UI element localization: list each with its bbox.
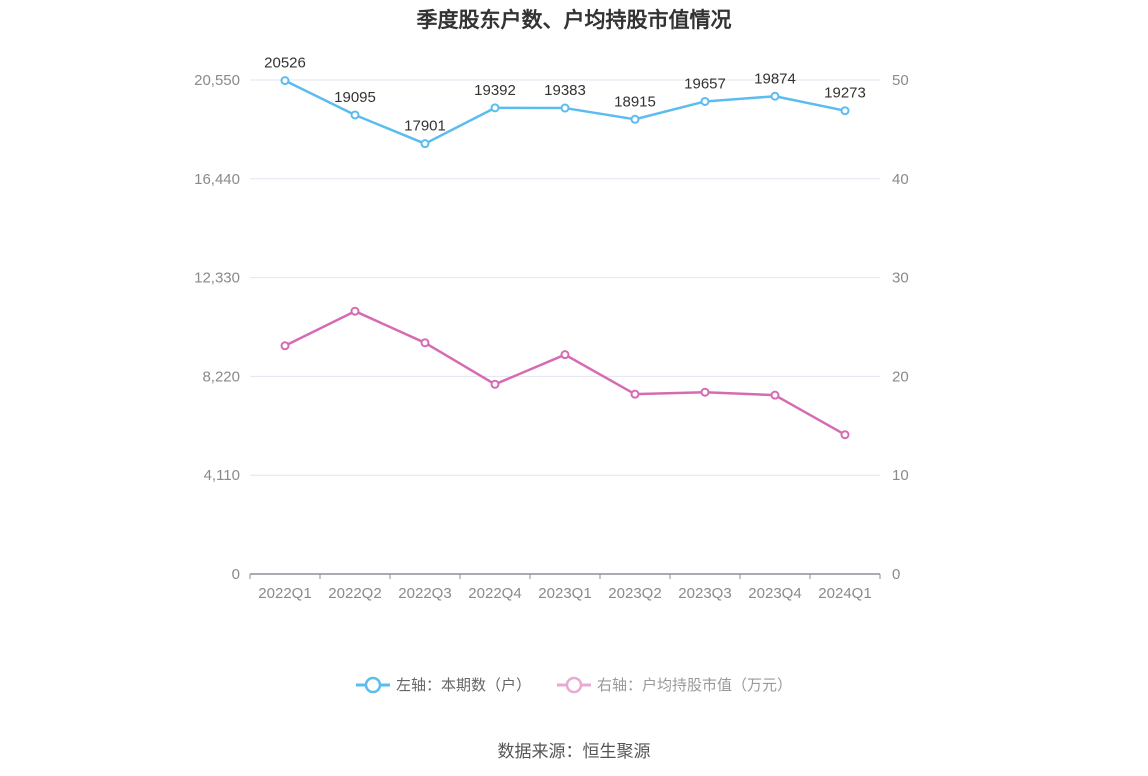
x-axis-tick-label: 2022Q2 [328,585,381,602]
x-axis-tick-label: 2022Q4 [468,585,521,602]
left-axis-tick-label: 20,550 [194,72,240,89]
right-axis-tick-label: 20 [892,368,909,385]
left-axis-tick-label: 0 [232,566,240,583]
data-point-households [490,103,500,113]
data-label: 18915 [614,93,656,110]
right-axis-tick-label: 40 [892,171,909,188]
legend-label-avg-holding: 右轴：户均持股市值（万元） [597,677,793,694]
x-axis-tick-label: 2024Q1 [818,585,871,602]
series-line-avg-holding [284,309,846,436]
data-label: 19392 [474,82,516,99]
data-label: 19657 [684,75,726,92]
x-axis-tick-label: 2023Q3 [678,585,731,602]
right-axis-tick-label: 0 [892,566,900,583]
data-point-households [630,114,640,124]
data-label: 17901 [404,118,446,135]
data-label: 19874 [754,70,796,87]
data-point-households [420,139,430,149]
data-label: 19273 [824,85,866,102]
data-point-avg-holding [630,389,640,399]
left-axis-tick-label: 4,110 [204,467,240,484]
data-point-avg-holding [490,379,500,389]
x-axis-tick-label: 2023Q2 [608,585,661,602]
x-axis-tick-label: 2022Q1 [258,585,311,602]
legend-line-circle-icon [557,676,591,693]
data-point-avg-holding [840,430,850,440]
data-point-households [700,96,710,106]
right-axis-tick-label: 50 [892,72,909,89]
legend-label-households: 左轴：本期数（户） [395,677,531,694]
x-axis-tick-label: 2023Q4 [748,585,801,602]
chart-title: 季度股东户数、户均持股市值情况 [416,9,732,32]
right-axis-tick-label: 10 [892,467,909,484]
legend-line-circle-icon [355,676,390,693]
data-point-avg-holding [770,390,780,400]
legend-item-avg-holding[interactable]: 右轴：户均持股市值（万元） [557,674,792,695]
legend: 左轴：本期数（户） 右轴：户均持股市值（万元） [0,674,1148,695]
right-axis-tick-label: 30 [892,270,909,287]
data-point-avg-holding [700,387,710,397]
data-source: 数据来源：恒生聚源 [497,742,651,761]
data-point-households [840,106,850,116]
data-point-households [350,110,360,120]
data-label: 19383 [544,82,586,99]
data-point-households [280,76,290,86]
x-axis-tick-label: 2022Q3 [398,585,451,602]
data-label: 19095 [334,89,376,106]
legend-item-households[interactable]: 左轴：本期数（户） [355,674,531,695]
data-point-avg-holding [560,350,570,360]
data-point-households [770,91,780,101]
left-axis-tick-label: 8,220 [202,368,240,385]
chart-plot: 0 0 4,110 10 8,220 20 12,330 30 16,440 40 20,550 50… [194,55,909,602]
x-axis-tick-label: 2023Q1 [538,585,591,602]
data-point-avg-holding [420,338,430,348]
data-point-avg-holding [350,306,360,316]
data-label: 20526 [264,55,306,72]
left-axis-tick-label: 16,440 [194,171,240,188]
left-axis-tick-label: 12,330 [194,270,240,287]
data-point-avg-holding [280,341,290,351]
data-point-households [560,103,570,113]
